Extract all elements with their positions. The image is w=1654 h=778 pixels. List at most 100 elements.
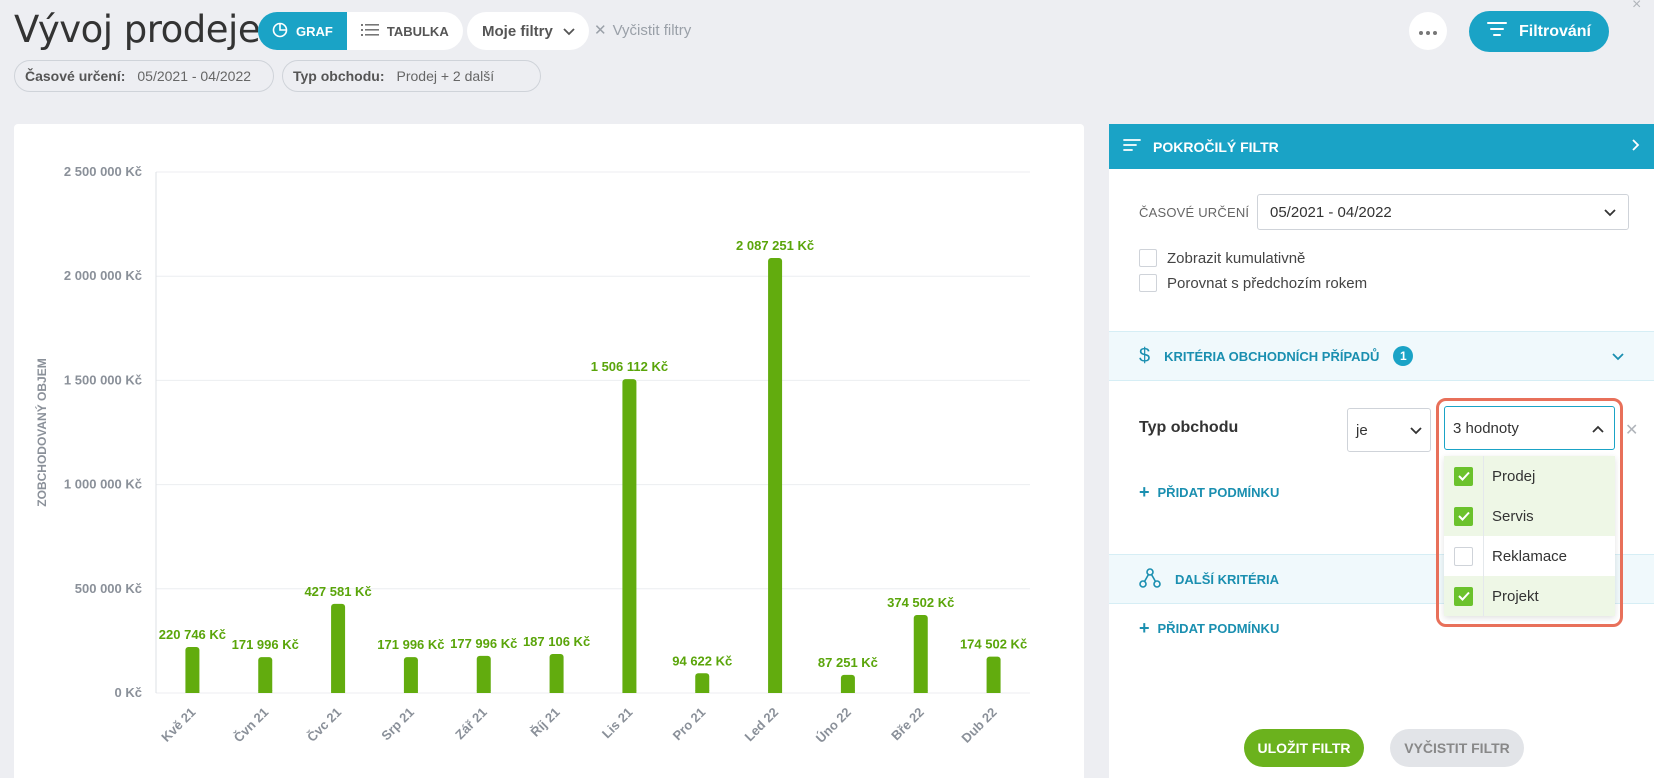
operator-select[interactable]: je <box>1347 408 1431 452</box>
x-tick-label: Led 22 <box>741 705 781 745</box>
bar-5 <box>549 654 564 693</box>
bar-4 <box>476 655 491 693</box>
advanced-filter-header[interactable]: POKROČILÝ FILTR <box>1109 124 1654 169</box>
option-label: Reklamace <box>1492 547 1568 565</box>
x-tick-label: Dub 22 <box>958 705 999 746</box>
bar-value-label: 427 581 Kč <box>304 584 371 599</box>
filtering-button[interactable]: Filtrování <box>1469 11 1609 52</box>
compare-label: Porovnat s předchozím rokem <box>1167 274 1368 292</box>
add-condition-button[interactable]: + PŘIDAT PODMÍNKU <box>1139 482 1279 503</box>
time-range-label: ČASOVÉ URČENÍ <box>1139 204 1250 220</box>
option-checkbox-cell <box>1444 576 1484 616</box>
checkbox-checked-icon[interactable] <box>1454 586 1473 606</box>
sales-bar-chart: 0 Kč 500 000 Kč 1 000 000 Kč 1 500 000 Kč 2 … <box>34 164 1030 746</box>
more-criteria-title: DALŠÍ KRITÉRIA <box>1175 571 1279 587</box>
x-tick-label: Říj 21 <box>528 705 563 740</box>
bar-value-label: 171 996 Kč <box>232 637 299 652</box>
time-range-select[interactable]: 05/2021 - 04/2022 <box>1257 194 1629 230</box>
save-filter-button[interactable]: ULOŽIT FILTR <box>1244 729 1364 767</box>
option-projekt[interactable]: Projekt <box>1444 576 1615 616</box>
add-condition-label: PŘIDAT PODMÍNKU <box>1157 621 1280 636</box>
cumulative-checkbox-row[interactable]: Zobrazit kumulativně <box>1139 249 1305 267</box>
bar-value-label: 374 502 Kč <box>887 595 954 610</box>
checkbox-unchecked-icon[interactable] <box>1454 546 1473 566</box>
y-tick-label: 1 500 000 Kč <box>64 372 142 387</box>
option-label: Prodej <box>1492 467 1536 485</box>
bar-base-8 <box>768 690 783 693</box>
graph-view-button[interactable]: GRAF <box>258 12 347 50</box>
nodes-icon <box>1139 567 1161 591</box>
bar-value-label: 1 506 112 Kč <box>591 359 668 374</box>
chevron-down-icon <box>1604 204 1616 221</box>
deal-criteria-section[interactable]: $ KRITÉRIA OBCHODNÍCH PŘÍPADŮ 1 <box>1109 331 1654 381</box>
option-servis[interactable]: Servis <box>1444 496 1615 536</box>
chip-deal-type[interactable]: Typ obchodu: Prodej + 2 další <box>282 60 541 92</box>
deal-type-values-select[interactable]: 3 hodnoty <box>1444 406 1615 450</box>
bar-base-2 <box>331 690 346 693</box>
add-condition-button-2[interactable]: + PŘIDAT PODMÍNKU <box>1139 618 1279 639</box>
y-tick-label: 2 500 000 Kč <box>64 164 142 179</box>
values-summary: 3 hodnoty <box>1453 419 1519 437</box>
chip-value: Prodej + 2 další <box>396 68 495 84</box>
bar-1 <box>258 657 273 693</box>
bar-base-10 <box>913 690 928 693</box>
operator-value: je <box>1356 421 1368 439</box>
option-reklamace[interactable]: Reklamace <box>1444 536 1615 576</box>
close-icon: ✕ <box>594 22 607 39</box>
y-axis-title: ZOBCHODOVANÝ OBJEM <box>34 358 49 506</box>
x-tick-label: Čvn 21 <box>231 705 272 746</box>
plus-icon: + <box>1139 482 1150 502</box>
cumulative-checkbox[interactable] <box>1139 249 1157 267</box>
compare-checkbox[interactable] <box>1139 274 1157 292</box>
bar-10 <box>913 614 928 693</box>
x-tick-label: Čvc 21 <box>304 705 344 745</box>
option-label: Projekt <box>1492 587 1539 605</box>
y-tick-label: 2 000 000 Kč <box>64 268 142 283</box>
remove-condition-icon[interactable]: ✕ <box>1625 422 1639 439</box>
filtering-label: Filtrování <box>1518 22 1591 40</box>
chip-key: Typ obchodu: <box>293 68 385 84</box>
more-options-button[interactable] <box>1409 12 1447 50</box>
x-tick-label: Srp 21 <box>378 705 417 744</box>
list-icon <box>360 23 379 40</box>
bar-value-label: 87 251 Kč <box>818 655 878 670</box>
chevron-right-icon[interactable] <box>1632 138 1640 156</box>
x-tick-label: Pro 21 <box>670 705 709 744</box>
bar-6 <box>622 379 637 693</box>
chevron-down-icon <box>563 23 575 40</box>
table-view-label: TABULKA <box>386 23 449 39</box>
window-close-icon[interactable]: × <box>1632 0 1642 13</box>
filter-icon <box>1123 138 1141 155</box>
bar-2 <box>331 603 346 693</box>
sales-chart-card: 0 Kč 500 000 Kč 1 000 000 Kč 1 500 000 Kč 2 … <box>14 124 1084 778</box>
table-view-button[interactable]: TABULKA <box>347 12 463 50</box>
checkbox-checked-icon[interactable] <box>1454 506 1473 526</box>
option-checkbox-cell <box>1444 536 1484 576</box>
deal-type-label: Typ obchodu <box>1139 419 1239 436</box>
chip-time-range[interactable]: Časové určení: 05/2021 - 04/2022 <box>14 60 274 92</box>
x-tick-label: Lis 21 <box>599 705 636 742</box>
x-tick-label: Zář 21 <box>452 705 490 743</box>
bar-7 <box>695 673 710 693</box>
bar-11 <box>986 656 1001 693</box>
my-filters-label: Moje filtry <box>482 22 553 40</box>
option-label: Servis <box>1492 507 1534 525</box>
x-tick-label: Kvě 21 <box>158 705 198 745</box>
my-filters-dropdown[interactable]: Moje filtry <box>467 12 589 50</box>
x-tick-label: Úno 22 <box>813 705 854 746</box>
bar-value-label: 2 087 251 Kč <box>736 238 814 253</box>
chip-value: 05/2021 - 04/2022 <box>137 68 252 84</box>
panel-title: POKROČILÝ FILTR <box>1153 138 1279 155</box>
criteria-count-badge: 1 <box>1393 346 1414 366</box>
clear-filters-link[interactable]: ✕ Vyčistit filtry <box>594 21 691 40</box>
checkbox-checked-icon[interactable] <box>1454 466 1473 486</box>
chevron-down-icon[interactable] <box>1612 349 1624 364</box>
advanced-filter-panel: POKROČILÝ FILTR ČASOVÉ URČENÍ 05/2021 - … <box>1109 124 1654 778</box>
bar-0 <box>185 646 200 693</box>
compare-checkbox-row[interactable]: Porovnat s předchozím rokem <box>1139 274 1367 292</box>
option-prodej[interactable]: Prodej <box>1444 456 1615 496</box>
time-range-value: 05/2021 - 04/2022 <box>1270 203 1392 221</box>
bar-3 <box>403 657 418 693</box>
clear-filter-button[interactable]: VYČISTIT FILTR <box>1390 729 1524 767</box>
y-tick-label: 500 000 Kč <box>75 581 142 596</box>
